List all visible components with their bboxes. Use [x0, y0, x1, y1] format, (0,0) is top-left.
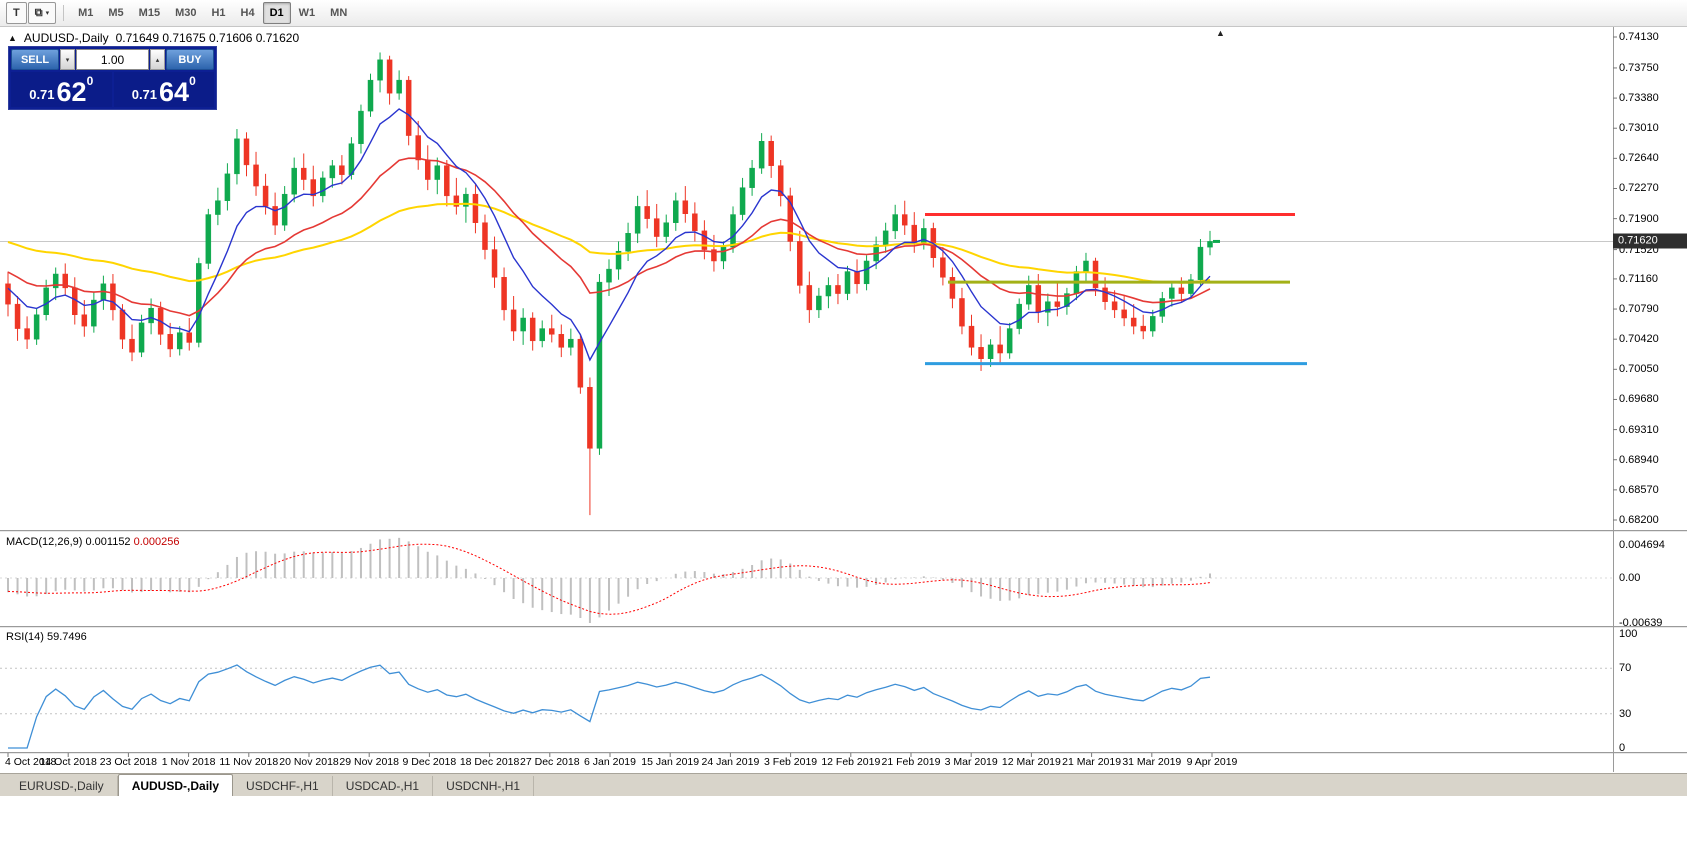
buy-price-big: 64	[159, 77, 190, 108]
toolbar: T ⧉ ▾ M1 M5 M15 M30 H1 H4 D1 W1 MN	[0, 0, 1687, 27]
price-axis-label: 0.70420	[1619, 333, 1659, 346]
chevron-down-icon: ▾	[45, 10, 50, 17]
time-axis-label: 12 Mar 2019	[1001, 756, 1061, 768]
volume-increase-button[interactable]: ▴	[150, 49, 165, 70]
time-axis-label: 21 Feb 2019	[881, 756, 941, 768]
timeframe-m15[interactable]: M15	[138, 7, 161, 19]
time-axis-label: 15 Jan 2019	[641, 756, 700, 768]
time-axis-label: 20 Nov 2018	[279, 756, 339, 768]
buy-price-display[interactable]: 0.71 64 0	[113, 72, 214, 108]
chart-tab-eurusd[interactable]: EURUSD-,Daily	[6, 776, 118, 796]
chart-tab-audusd[interactable]: AUDUSD-,Daily	[117, 774, 234, 796]
macd-signal-value: 0.000256	[133, 536, 180, 548]
timeframe-h1[interactable]: H1	[211, 7, 226, 19]
price-axis-label: 0.73010	[1619, 122, 1659, 135]
macd-title: MACD(12,26,9)	[6, 536, 83, 548]
time-axis-label: 6 Jan 2019	[584, 756, 636, 768]
chart-header: ▲ AUDUSD-,Daily 0.71649 0.71675 0.71606 …	[8, 31, 299, 45]
timeframe-h4[interactable]: H4	[240, 7, 255, 19]
symbol-title: AUDUSD-,Daily	[23, 31, 109, 45]
time-axis-label: 29 Nov 2018	[339, 756, 399, 768]
price-axis-label: 0.68570	[1619, 483, 1659, 496]
one-click-trading-panel: SELL ▾ ▴ BUY 0.71 62 0 0.71 64 0	[8, 46, 217, 110]
chart-shift-marker[interactable]: ▲	[1216, 28, 1225, 38]
chart-tab-usdchf[interactable]: USDCHF-,H1	[233, 776, 333, 796]
timeframe-mn[interactable]: MN	[330, 7, 348, 19]
rsi-axis-label: 70	[1619, 662, 1632, 675]
price-axis-label: 0.68940	[1619, 453, 1659, 466]
timeframe-m30[interactable]: M30	[175, 7, 197, 19]
time-axis-label: 9 Apr 2019	[1186, 756, 1238, 768]
time-axis-label: 11 Nov 2018	[219, 756, 279, 768]
ohlc-values: 0.71649 0.71675 0.71606 0.71620	[115, 31, 300, 45]
price-axis-label: 0.73750	[1619, 61, 1659, 74]
pointer-tool-button[interactable]: T	[6, 2, 27, 24]
chart-tabs-bar: EURUSD-,Daily AUDUSD-,Daily USDCHF-,H1 USDC…	[0, 773, 1687, 796]
macd-main-value: 0.001152	[85, 536, 131, 548]
macd-axis-label: 0.004694	[1619, 539, 1665, 551]
timeframe-m5[interactable]: M5	[108, 7, 124, 19]
rsi-axis-label: 100	[1619, 628, 1638, 640]
rsi-axis-label: 30	[1619, 707, 1632, 720]
timeframe-w1[interactable]: W1	[298, 7, 316, 19]
price-axis-label: 0.74130	[1619, 31, 1659, 43]
chart-tab-usdcnh[interactable]: USDCNH-,H1	[433, 776, 535, 796]
buy-button[interactable]: BUY	[166, 49, 214, 70]
time-axis-label: 3 Mar 2019	[944, 756, 998, 768]
sell-price-prefix: 0.71	[29, 87, 55, 102]
time-axis-label: 27 Dec 2018	[520, 756, 580, 768]
macd-panel-label: MACD(12,26,9) 0.001152 0.000256	[6, 536, 180, 548]
time-axis-label: 4 Oct 2018	[5, 756, 57, 768]
toolbar-separator	[63, 5, 65, 21]
time-axis-label: 3 Feb 2019	[764, 756, 818, 768]
time-axis-label: 21 Mar 2019	[1062, 756, 1122, 768]
time-axis-label: 12 Feb 2019	[821, 756, 881, 768]
volume-decrease-button[interactable]: ▾	[60, 49, 75, 70]
timeframe-m1[interactable]: M1	[78, 7, 94, 19]
macd-axis-label: 0.00	[1619, 572, 1641, 584]
price-axis-label: 0.72640	[1619, 152, 1659, 165]
price-axis-label: 0.69310	[1619, 423, 1659, 436]
pointer-tool-icon: T	[13, 7, 20, 19]
sell-button[interactable]: SELL	[11, 49, 59, 70]
time-axis-label: 9 Dec 2018	[402, 756, 457, 768]
price-axis-label: 0.73380	[1619, 92, 1659, 105]
macd-axis-label: -0.00639	[1619, 616, 1663, 629]
price-axis-label: 0.69680	[1619, 393, 1659, 406]
rsi-axis-label: 0	[1619, 742, 1626, 754]
price-axis-label: 0.71160	[1619, 272, 1658, 285]
rsi-value: 59.7496	[46, 631, 87, 643]
time-axis-label: 31 Mar 2019	[1122, 756, 1182, 768]
time-axis[interactable]: 4 Oct 2018 14 Oct 2018 23 Oct 2018 1 Nov 20…	[0, 753, 1613, 773]
sell-price-sup: 0	[86, 74, 94, 88]
timeframe-d1[interactable]: D1	[262, 2, 291, 24]
price-axis-label: 0.72270	[1619, 182, 1659, 195]
price-axis-label: 0.70050	[1619, 363, 1659, 376]
price-axis-label: 0.70790	[1619, 303, 1659, 316]
time-axis-label: 14 Oct 2018	[39, 756, 97, 768]
price-axis-label: 0.71900	[1619, 212, 1659, 225]
rsi-title: RSI(14)	[6, 631, 44, 643]
time-axis-label: 24 Jan 2019	[701, 756, 760, 768]
price-axis-label: 0.68200	[1619, 514, 1659, 526]
template-tool-icon: ⧉	[34, 6, 43, 19]
one-click-collapse-button[interactable]: ▲	[8, 32, 17, 43]
time-axis-label: 23 Oct 2018	[99, 756, 157, 768]
buy-price-sup: 0	[189, 74, 196, 88]
volume-input[interactable]	[76, 49, 149, 70]
time-axis-label: 1 Nov 2018	[161, 756, 216, 768]
template-tool-button[interactable]: ⧉ ▾	[27, 2, 57, 24]
rsi-panel-label: RSI(14) 59.7496	[6, 631, 87, 643]
buy-price-prefix: 0.71	[131, 87, 158, 102]
sell-price-big: 62	[56, 77, 87, 108]
price-axis[interactable]: 0.71620 0.74130 0.73750 0.73380 0.73010 0.72…	[1613, 0, 1687, 856]
timeframe-toolbar: M1 M5 M15 M30 H1 H4 D1 W1 MN	[71, 2, 354, 24]
chart-tab-usdcad[interactable]: USDCAD-,H1	[333, 776, 434, 796]
sell-price-display[interactable]: 0.71 62 0	[11, 72, 112, 107]
time-axis-label: 18 Dec 2018	[459, 756, 520, 768]
current-price-tag: 0.71620	[1613, 233, 1687, 249]
